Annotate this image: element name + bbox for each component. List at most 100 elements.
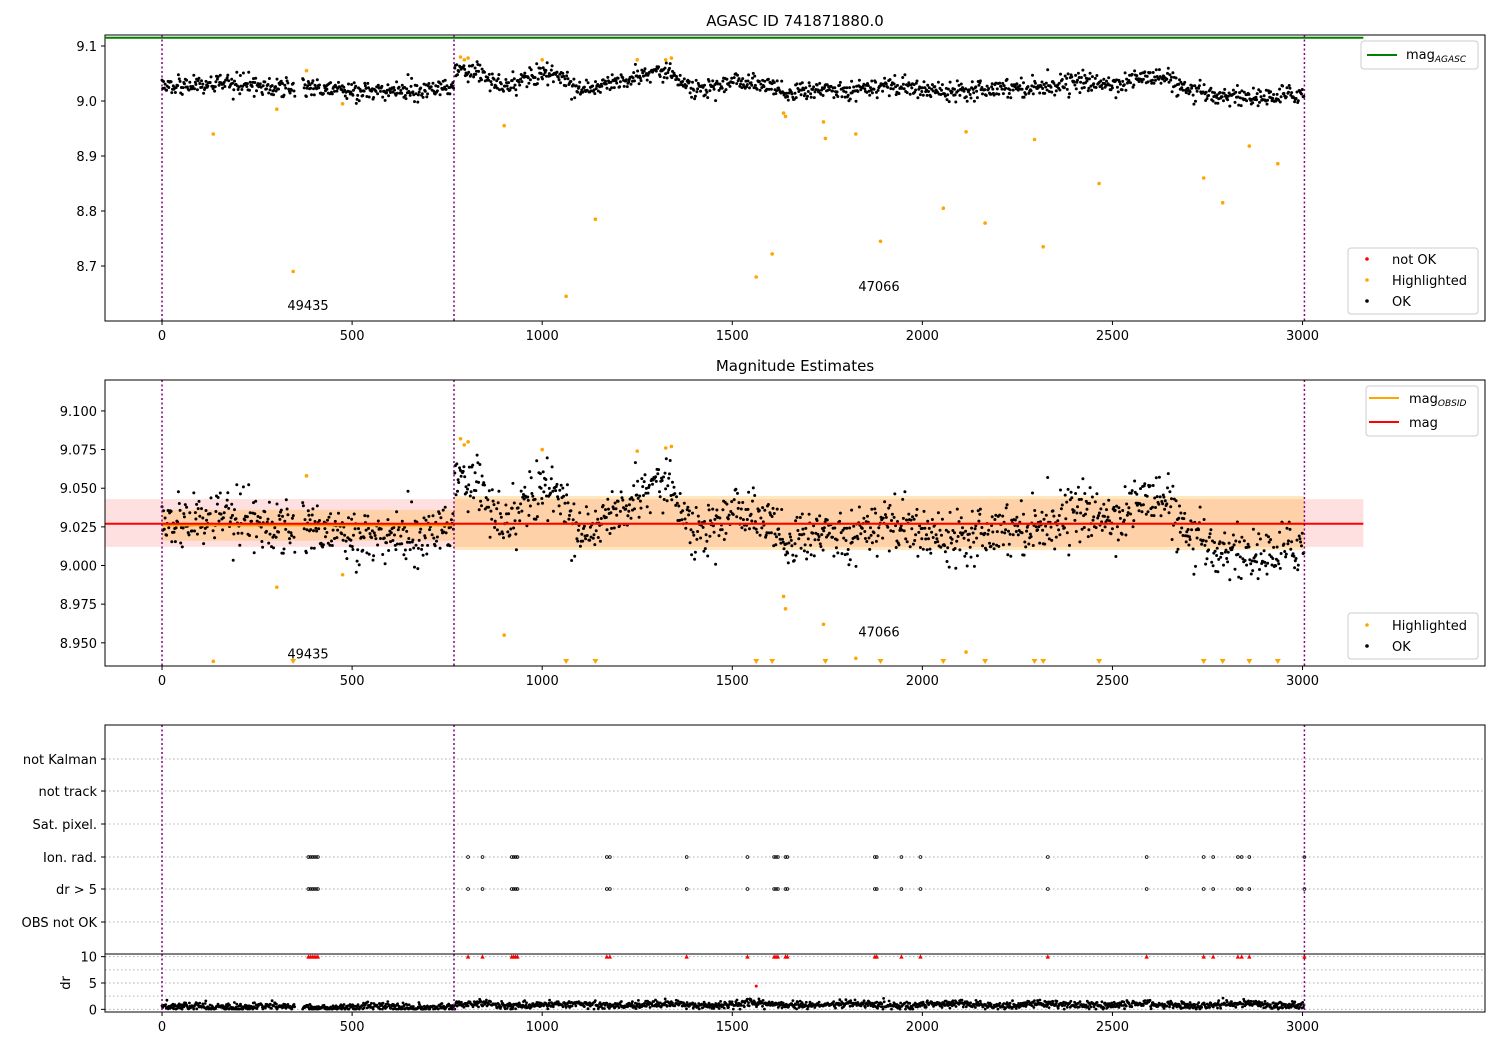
highlighted-point xyxy=(291,269,296,274)
ok-point xyxy=(581,90,585,94)
ok-point xyxy=(1100,87,1104,90)
ok-point xyxy=(366,81,370,85)
ok-point xyxy=(954,100,958,104)
ok-point xyxy=(312,529,315,533)
highlighted-point xyxy=(458,55,463,59)
ok-point xyxy=(852,524,856,528)
ok-point xyxy=(1115,504,1119,508)
ok-point xyxy=(894,524,898,528)
ok-point xyxy=(1288,86,1292,90)
ok-point xyxy=(604,508,607,512)
flag-point xyxy=(785,855,790,859)
ok-point xyxy=(1288,527,1292,531)
dr-point xyxy=(910,1005,914,1009)
ok-point xyxy=(381,95,385,99)
ok-point xyxy=(724,531,728,535)
flag-point xyxy=(776,855,780,859)
ok-point xyxy=(975,96,979,100)
ok-point xyxy=(748,527,751,531)
highlighted-point xyxy=(564,294,568,299)
ok-point xyxy=(343,533,347,537)
dr-point xyxy=(1110,1001,1114,1005)
ok-point xyxy=(701,525,705,529)
ok-point xyxy=(395,542,399,546)
highlighted-point xyxy=(211,132,216,136)
ok-point xyxy=(527,81,531,85)
ok-point xyxy=(395,91,399,95)
ok-point xyxy=(682,501,686,505)
ok-point xyxy=(1090,534,1094,537)
ok-point xyxy=(914,533,918,537)
ok-point xyxy=(641,485,645,489)
ok-point xyxy=(208,81,212,84)
ok-point xyxy=(240,88,244,91)
dr-point xyxy=(360,1004,364,1007)
ok-point xyxy=(1145,494,1149,498)
ok-point xyxy=(1192,572,1196,576)
ok-point xyxy=(474,72,478,76)
ok-point xyxy=(236,531,240,535)
ok-point xyxy=(313,520,317,523)
flag-point xyxy=(873,887,877,891)
ok-point xyxy=(1290,91,1294,95)
ok-point xyxy=(580,532,584,536)
highlighted-point xyxy=(783,114,788,119)
ok-point xyxy=(1094,86,1098,89)
ok-point xyxy=(926,519,930,523)
ok-point xyxy=(735,82,739,86)
ok-point xyxy=(1269,538,1273,542)
ok-point xyxy=(272,546,275,550)
ok-point xyxy=(254,499,258,503)
highlighted-point xyxy=(1032,137,1037,142)
ok-point xyxy=(361,548,365,552)
flag-point xyxy=(306,855,311,859)
ok-point xyxy=(928,547,932,551)
ok-point xyxy=(165,533,169,537)
ok-point xyxy=(389,540,392,544)
ok-point xyxy=(1022,512,1025,516)
ok-point xyxy=(1020,531,1024,535)
ok-point xyxy=(193,87,196,91)
dr-point xyxy=(1168,1005,1171,1009)
ok-point xyxy=(312,87,315,91)
ok-point xyxy=(794,96,798,100)
ok-point xyxy=(1267,535,1270,539)
ok-point xyxy=(1108,83,1111,87)
legend-label: Highlighted xyxy=(1392,619,1467,634)
ok-point xyxy=(751,499,754,503)
ok-point xyxy=(1059,507,1063,511)
ok-point xyxy=(884,82,888,86)
dr-point xyxy=(551,1005,555,1009)
ok-point xyxy=(999,84,1003,88)
flag-point xyxy=(316,855,320,859)
ok-point xyxy=(910,86,914,90)
ok-point xyxy=(845,526,849,530)
ok-point xyxy=(658,490,661,494)
ok-point xyxy=(414,543,418,547)
obsid-label: 49435 xyxy=(287,299,328,314)
ok-point xyxy=(969,555,973,559)
ok-point xyxy=(1215,554,1219,557)
ok-point xyxy=(453,66,457,70)
ok-point xyxy=(1256,577,1260,581)
ok-point xyxy=(462,64,466,68)
flag-point xyxy=(306,887,311,891)
ok-point xyxy=(1224,548,1228,552)
dr-point xyxy=(342,1003,346,1006)
ok-point xyxy=(633,62,637,66)
flag-point xyxy=(874,887,879,891)
flag-row-label: Sat. pixel. xyxy=(33,818,97,833)
highlighted-point xyxy=(340,102,345,106)
ok-point xyxy=(408,548,412,552)
legend-swatch-dot xyxy=(1365,644,1369,648)
ok-point xyxy=(708,89,712,93)
ok-point xyxy=(365,95,369,98)
ok-point xyxy=(786,95,790,99)
ok-point xyxy=(1205,557,1209,561)
ok-point xyxy=(227,79,231,83)
ok-point xyxy=(613,501,617,505)
ok-point xyxy=(740,526,744,530)
ok-point xyxy=(1190,84,1194,88)
flag-point xyxy=(314,887,318,891)
ok-point xyxy=(1170,75,1173,79)
